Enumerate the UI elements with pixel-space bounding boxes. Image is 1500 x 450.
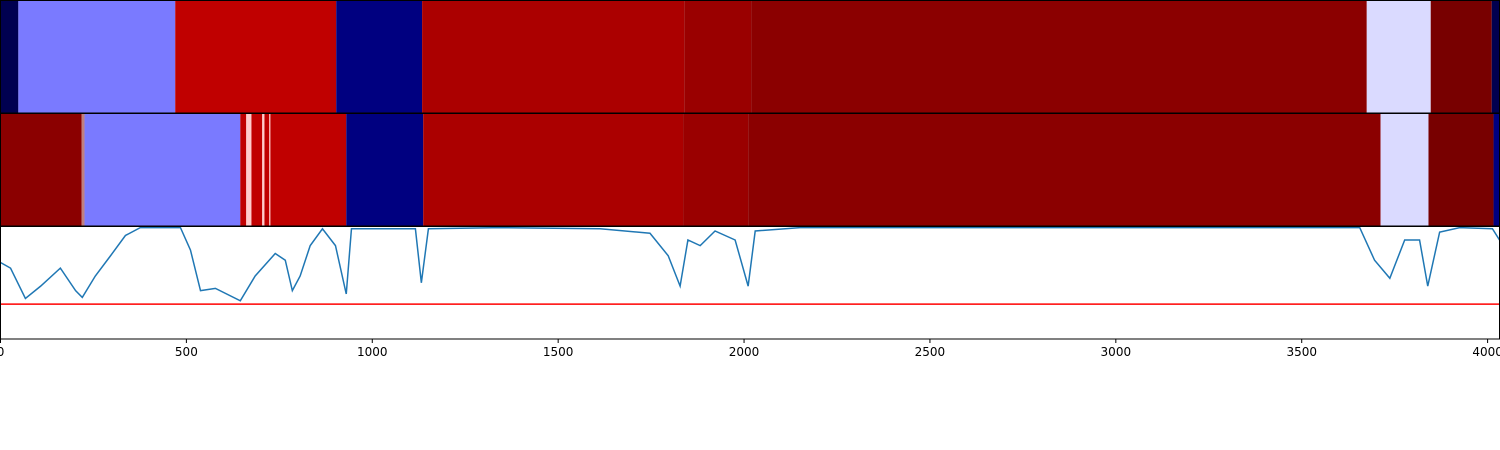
x-tick-label: 4000	[1472, 345, 1500, 359]
segment	[264, 113, 270, 226]
segment	[175, 0, 337, 113]
segment	[683, 113, 749, 226]
x-tick-label: 1000	[357, 345, 388, 359]
segment	[336, 0, 423, 113]
segment	[1428, 113, 1494, 226]
data-line	[0, 226, 1500, 302]
segment	[346, 113, 424, 226]
segment	[684, 0, 752, 113]
x-tick-label: 2500	[915, 345, 946, 359]
segment	[1430, 0, 1492, 113]
segment	[1380, 113, 1429, 226]
panel-frame	[0, 226, 1500, 340]
segment	[0, 113, 82, 226]
segment	[1493, 113, 1500, 226]
segment	[251, 113, 263, 226]
segment	[18, 0, 176, 113]
segment	[246, 113, 252, 226]
segment	[1491, 0, 1500, 113]
segment	[269, 113, 271, 226]
x-tick-label: 0	[0, 345, 4, 359]
x-tick-label: 500	[175, 345, 198, 359]
segment	[748, 113, 1381, 226]
segment	[81, 113, 85, 226]
x-tick-label: 3000	[1101, 345, 1132, 359]
segment	[0, 0, 19, 113]
segment	[751, 0, 1367, 113]
segment	[422, 0, 685, 113]
segment	[270, 113, 347, 226]
segment	[84, 113, 241, 226]
x-tick-label: 2000	[729, 345, 760, 359]
x-tick-label: 3500	[1286, 345, 1317, 359]
segment	[1366, 0, 1431, 113]
x-tick-label: 1500	[543, 345, 574, 359]
segment	[262, 113, 265, 226]
segment	[240, 113, 247, 226]
segment	[423, 113, 684, 226]
